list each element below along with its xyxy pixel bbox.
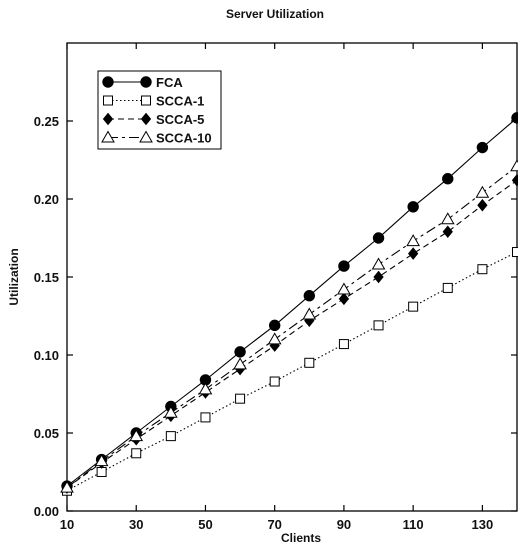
data-point <box>165 431 176 442</box>
series-scca-10 <box>60 159 518 493</box>
x-tick-label: 30 <box>129 517 143 532</box>
series-line <box>66 165 518 489</box>
data-point <box>163 405 178 418</box>
data-point <box>373 320 384 331</box>
data-point <box>233 357 247 370</box>
x-axis-title: Clients <box>281 531 321 545</box>
x-tick-label: 130 <box>472 517 494 532</box>
series-layer <box>60 112 518 496</box>
data-point <box>337 282 351 295</box>
legend-label: SCCA-5 <box>156 112 204 127</box>
data-point <box>267 332 282 345</box>
y-tick-label: 0.25 <box>34 114 59 129</box>
data-point <box>235 393 246 404</box>
data-point <box>406 234 421 247</box>
series-line <box>66 117 518 487</box>
data-point <box>407 201 419 213</box>
data-point <box>200 412 211 423</box>
data-point <box>371 257 386 270</box>
legend-marker <box>102 76 114 88</box>
legend-marker <box>140 112 152 126</box>
data-point <box>510 159 518 172</box>
legend-marker <box>141 95 151 106</box>
data-point <box>373 270 384 284</box>
data-point <box>477 264 488 275</box>
chart-title: Server Utilization <box>226 7 324 21</box>
data-point <box>131 448 142 459</box>
x-tick-label: 50 <box>198 517 212 532</box>
data-point <box>442 225 453 239</box>
legend-marker <box>101 130 115 143</box>
data-point <box>477 198 488 212</box>
legend-marker <box>103 95 113 106</box>
legend-marker <box>140 76 152 88</box>
legend-entry: FCA <box>102 75 183 90</box>
legend: FCA SCCA-1 SCCA-5 SCCA-10 <box>97 70 222 150</box>
data-point <box>304 357 315 368</box>
legend-box <box>97 70 222 150</box>
y-tick-label: 0.20 <box>34 192 59 207</box>
series-fca <box>61 112 518 492</box>
data-point <box>372 232 385 244</box>
legend-entry: SCCA-5 <box>102 112 204 127</box>
data-point <box>442 173 454 185</box>
data-point <box>338 260 350 272</box>
x-tick-label: 110 <box>403 517 424 532</box>
x-tick-label: 90 <box>337 517 351 532</box>
series-line <box>66 251 518 492</box>
data-point <box>303 290 316 302</box>
y-tick-label: 0.00 <box>34 504 59 519</box>
legend-marker <box>139 130 153 143</box>
legend-label: FCA <box>156 75 183 90</box>
legend-label: SCCA-10 <box>156 131 212 146</box>
x-axis: 10 30 50 70 90 110 130 <box>60 43 493 532</box>
legend-entry: SCCA-1 <box>103 94 204 109</box>
data-point <box>269 376 280 387</box>
data-point <box>511 173 518 187</box>
data-point <box>440 212 455 225</box>
data-point <box>408 247 419 260</box>
data-point <box>512 247 518 258</box>
legend-label: SCCA-1 <box>156 94 204 109</box>
data-point <box>60 480 74 493</box>
data-point <box>338 292 350 306</box>
data-point <box>198 382 213 395</box>
data-point <box>234 346 246 358</box>
data-point <box>129 429 144 442</box>
data-point <box>268 319 281 332</box>
series-scca-1 <box>62 247 518 496</box>
data-point <box>475 185 490 198</box>
y-axis-title: Utilization <box>7 248 21 305</box>
y-axis: 0.00 0.05 0.10 0.15 0.20 0.25 <box>34 114 517 519</box>
data-point <box>408 301 419 312</box>
data-point <box>442 282 453 293</box>
series-line <box>66 179 518 489</box>
y-tick-label: 0.10 <box>34 348 59 363</box>
y-tick-label: 0.05 <box>34 426 59 441</box>
legend-entry: SCCA-10 <box>101 130 212 146</box>
y-tick-label: 0.15 <box>34 270 59 285</box>
legend-marker <box>102 112 114 126</box>
data-point <box>302 307 317 320</box>
data-point <box>94 454 109 467</box>
data-point <box>476 141 489 154</box>
data-point <box>511 112 518 124</box>
data-point <box>338 339 349 350</box>
x-tick-label: 70 <box>267 517 281 532</box>
x-tick-label: 10 <box>60 517 74 532</box>
